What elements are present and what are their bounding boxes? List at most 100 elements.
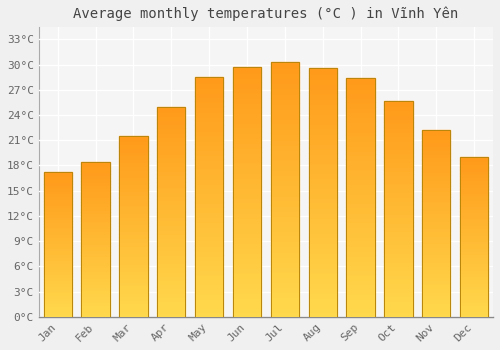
Bar [233,217,261,222]
Bar [157,308,186,313]
Bar [346,174,375,178]
Bar [82,276,110,280]
Bar [308,292,337,297]
Bar [119,147,148,150]
Bar [308,128,337,133]
Bar [82,301,110,304]
Bar [270,256,299,261]
Bar [119,183,148,187]
Bar [346,293,375,298]
Bar [270,286,299,291]
Bar [384,256,412,261]
Bar [384,217,412,222]
Title: Average monthly temperatures (°C ) in Vĩnh Yên: Average monthly temperatures (°C ) in Vĩ… [74,7,458,21]
Bar [82,221,110,224]
Bar [157,157,186,161]
Bar [157,245,186,250]
Bar [460,256,488,259]
Bar [308,108,337,113]
Bar [308,232,337,237]
Bar [346,78,375,317]
Bar [308,177,337,182]
Bar [157,229,186,233]
Bar [460,314,488,317]
Bar [157,191,186,195]
Bar [270,205,299,210]
Bar [308,212,337,217]
Bar [195,250,224,254]
Bar [460,310,488,314]
Bar [384,196,412,200]
Bar [270,225,299,230]
Bar [308,148,337,153]
Bar [157,212,186,216]
Bar [422,253,450,257]
Bar [233,132,261,137]
Bar [270,113,299,118]
Bar [233,242,261,247]
Bar [82,271,110,273]
Bar [195,77,224,317]
Bar [270,251,299,256]
Bar [82,205,110,209]
Bar [195,283,224,288]
Bar [157,237,186,241]
Bar [119,172,148,176]
Bar [157,115,186,119]
Bar [233,227,261,232]
Bar [384,209,412,213]
Bar [422,156,450,160]
Bar [157,107,186,111]
Bar [346,140,375,145]
Bar [233,107,261,112]
Bar [460,215,488,218]
Bar [195,202,224,206]
Bar [422,134,450,138]
Bar [346,107,375,112]
Bar [157,111,186,115]
Bar [422,257,450,261]
Bar [44,172,72,175]
Bar [308,103,337,108]
Bar [308,158,337,162]
Bar [157,216,186,220]
Bar [422,130,450,134]
Bar [233,202,261,207]
Bar [82,255,110,258]
Bar [422,168,450,171]
Bar [308,142,337,148]
Bar [233,112,261,117]
Bar [346,245,375,250]
Bar [422,190,450,194]
Bar [233,127,261,132]
Bar [44,193,72,195]
Bar [233,122,261,127]
Bar [195,188,224,192]
Bar [157,283,186,287]
Bar [82,314,110,317]
Bar [384,261,412,265]
Bar [422,209,450,212]
Bar [82,283,110,286]
Bar [308,68,337,73]
Bar [308,162,337,168]
Bar [270,83,299,88]
Bar [308,302,337,307]
Bar [44,245,72,247]
Bar [157,296,186,300]
Bar [195,183,224,188]
Bar [233,82,261,87]
Bar [346,121,375,126]
Bar [460,211,488,215]
Bar [44,213,72,216]
Bar [233,247,261,252]
Bar [422,238,450,242]
Bar [119,266,148,270]
Bar [270,123,299,128]
Bar [119,241,148,245]
Bar [346,116,375,121]
Bar [346,150,375,154]
Bar [422,130,450,317]
Bar [195,149,224,154]
Bar [270,149,299,154]
